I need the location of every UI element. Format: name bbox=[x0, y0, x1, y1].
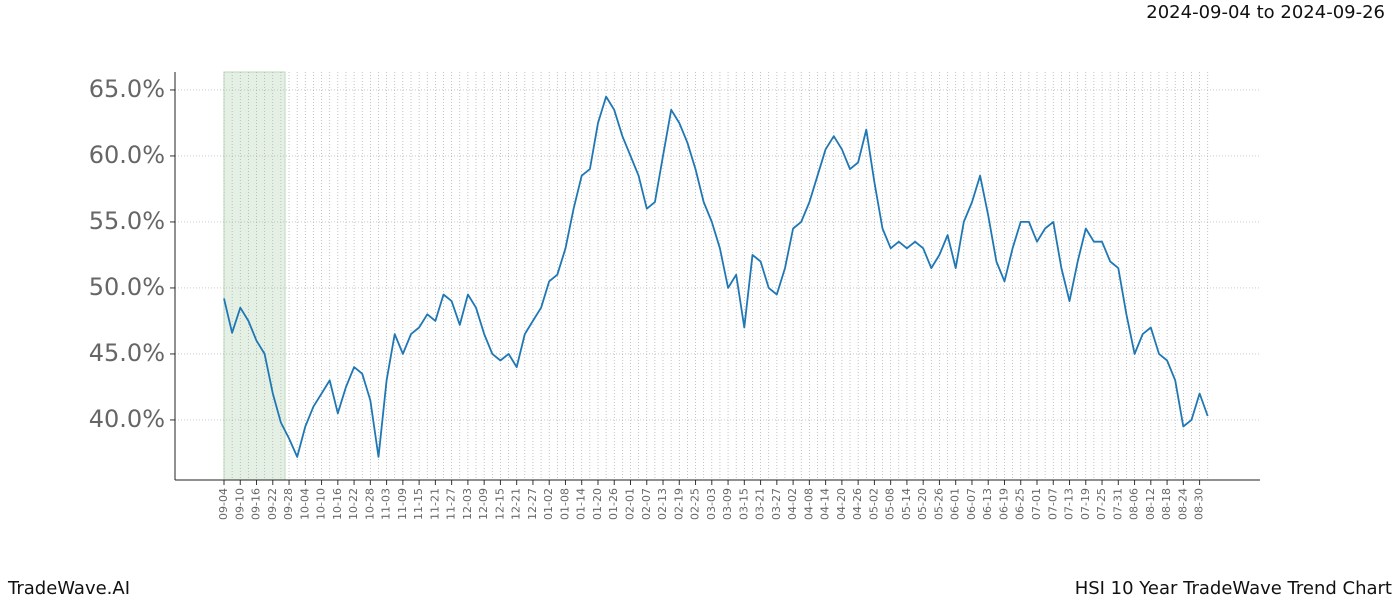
x-tick-label: 06-07 bbox=[965, 488, 978, 520]
x-tick-label: 05-14 bbox=[900, 488, 913, 520]
x-tick-label: 05-20 bbox=[916, 488, 929, 520]
x-tick-label: 05-02 bbox=[867, 488, 880, 520]
x-tick-label: 08-24 bbox=[1176, 488, 1189, 520]
x-tick-label: 08-18 bbox=[1160, 488, 1173, 520]
x-tick-label: 03-09 bbox=[721, 488, 734, 520]
x-tick-label: 09-10 bbox=[233, 488, 246, 520]
x-tick-label: 05-08 bbox=[884, 488, 897, 520]
x-tick-label: 02-25 bbox=[689, 488, 702, 520]
x-tick-label: 09-16 bbox=[250, 488, 263, 520]
x-tick-label: 10-28 bbox=[363, 488, 376, 520]
x-tick-label: 04-08 bbox=[802, 488, 815, 520]
y-tick-label: 45.0% bbox=[89, 339, 165, 367]
x-tick-label: 08-12 bbox=[1144, 488, 1157, 520]
x-tick-label: 02-01 bbox=[624, 488, 637, 520]
x-tick-label: 03-21 bbox=[754, 488, 767, 520]
x-tick-label: 06-25 bbox=[1014, 488, 1027, 520]
x-tick-label: 07-01 bbox=[1030, 488, 1043, 520]
x-tick-label: 04-02 bbox=[786, 488, 799, 520]
x-tick-label: 02-19 bbox=[672, 488, 685, 520]
x-tick-label: 01-02 bbox=[542, 488, 555, 520]
x-tick-label: 10-04 bbox=[298, 488, 311, 520]
x-tick-label: 10-16 bbox=[331, 488, 344, 520]
x-tick-label: 01-20 bbox=[591, 488, 604, 520]
x-tick-label: 09-04 bbox=[217, 488, 230, 520]
x-tick-label: 01-26 bbox=[607, 488, 620, 520]
x-tick-label: 01-14 bbox=[575, 488, 588, 520]
x-tick-label: 03-27 bbox=[770, 488, 783, 520]
x-tick-label: 03-15 bbox=[737, 488, 750, 520]
x-tick-label: 06-13 bbox=[981, 488, 994, 520]
x-tick-label: 07-25 bbox=[1095, 488, 1108, 520]
x-tick-label: 11-21 bbox=[428, 488, 441, 520]
x-tick-label: 12-03 bbox=[461, 488, 474, 520]
x-tick-label: 11-15 bbox=[412, 488, 425, 520]
x-tick-label: 12-15 bbox=[493, 488, 506, 520]
y-tick-label: 40.0% bbox=[89, 405, 165, 433]
x-tick-label: 12-21 bbox=[510, 488, 523, 520]
y-tick-label: 50.0% bbox=[89, 273, 165, 301]
x-tick-label: 05-26 bbox=[932, 488, 945, 520]
x-tick-label: 09-28 bbox=[282, 488, 295, 520]
chart-title: HSI 10 Year TradeWave Trend Chart bbox=[1075, 578, 1392, 599]
x-tick-label: 11-27 bbox=[445, 488, 458, 520]
x-tick-label: 04-26 bbox=[851, 488, 864, 520]
x-tick-label: 04-20 bbox=[835, 488, 848, 520]
x-tick-label: 12-27 bbox=[526, 488, 539, 520]
x-tick-label: 10-10 bbox=[315, 488, 328, 520]
x-tick-label: 06-01 bbox=[949, 488, 962, 520]
brand: TradeWave.AI bbox=[7, 578, 130, 599]
x-tick-label: 09-22 bbox=[266, 488, 279, 520]
x-tick-label: 07-07 bbox=[1046, 488, 1059, 520]
trend-line bbox=[223, 95, 1209, 458]
x-tick-label: 07-31 bbox=[1111, 488, 1124, 520]
y-tick-label: 55.0% bbox=[89, 207, 165, 235]
x-tick-label: 12-09 bbox=[477, 488, 490, 520]
x-tick-label: 04-14 bbox=[819, 488, 832, 520]
x-tick-label: 02-07 bbox=[640, 488, 653, 520]
y-tick-label: 65.0% bbox=[89, 75, 165, 103]
x-tick-label: 11-09 bbox=[396, 488, 409, 520]
y-tick-label: 60.0% bbox=[89, 141, 165, 169]
x-tick-label: 11-03 bbox=[380, 488, 393, 520]
x-tick-label: 03-03 bbox=[705, 488, 718, 520]
x-tick-label: 10-22 bbox=[347, 488, 360, 520]
x-tick-label: 06-19 bbox=[997, 488, 1010, 520]
x-tick-label: 07-13 bbox=[1063, 488, 1076, 520]
x-tick-label: 01-08 bbox=[558, 488, 571, 520]
x-tick-label: 08-30 bbox=[1193, 488, 1206, 520]
x-tick-label: 02-13 bbox=[656, 488, 669, 520]
x-tick-label: 08-06 bbox=[1128, 488, 1141, 520]
x-tick-label: 07-19 bbox=[1079, 488, 1092, 520]
highlight-band bbox=[223, 71, 286, 481]
date-range: 2024-09-04 to 2024-09-26 bbox=[1146, 2, 1385, 23]
